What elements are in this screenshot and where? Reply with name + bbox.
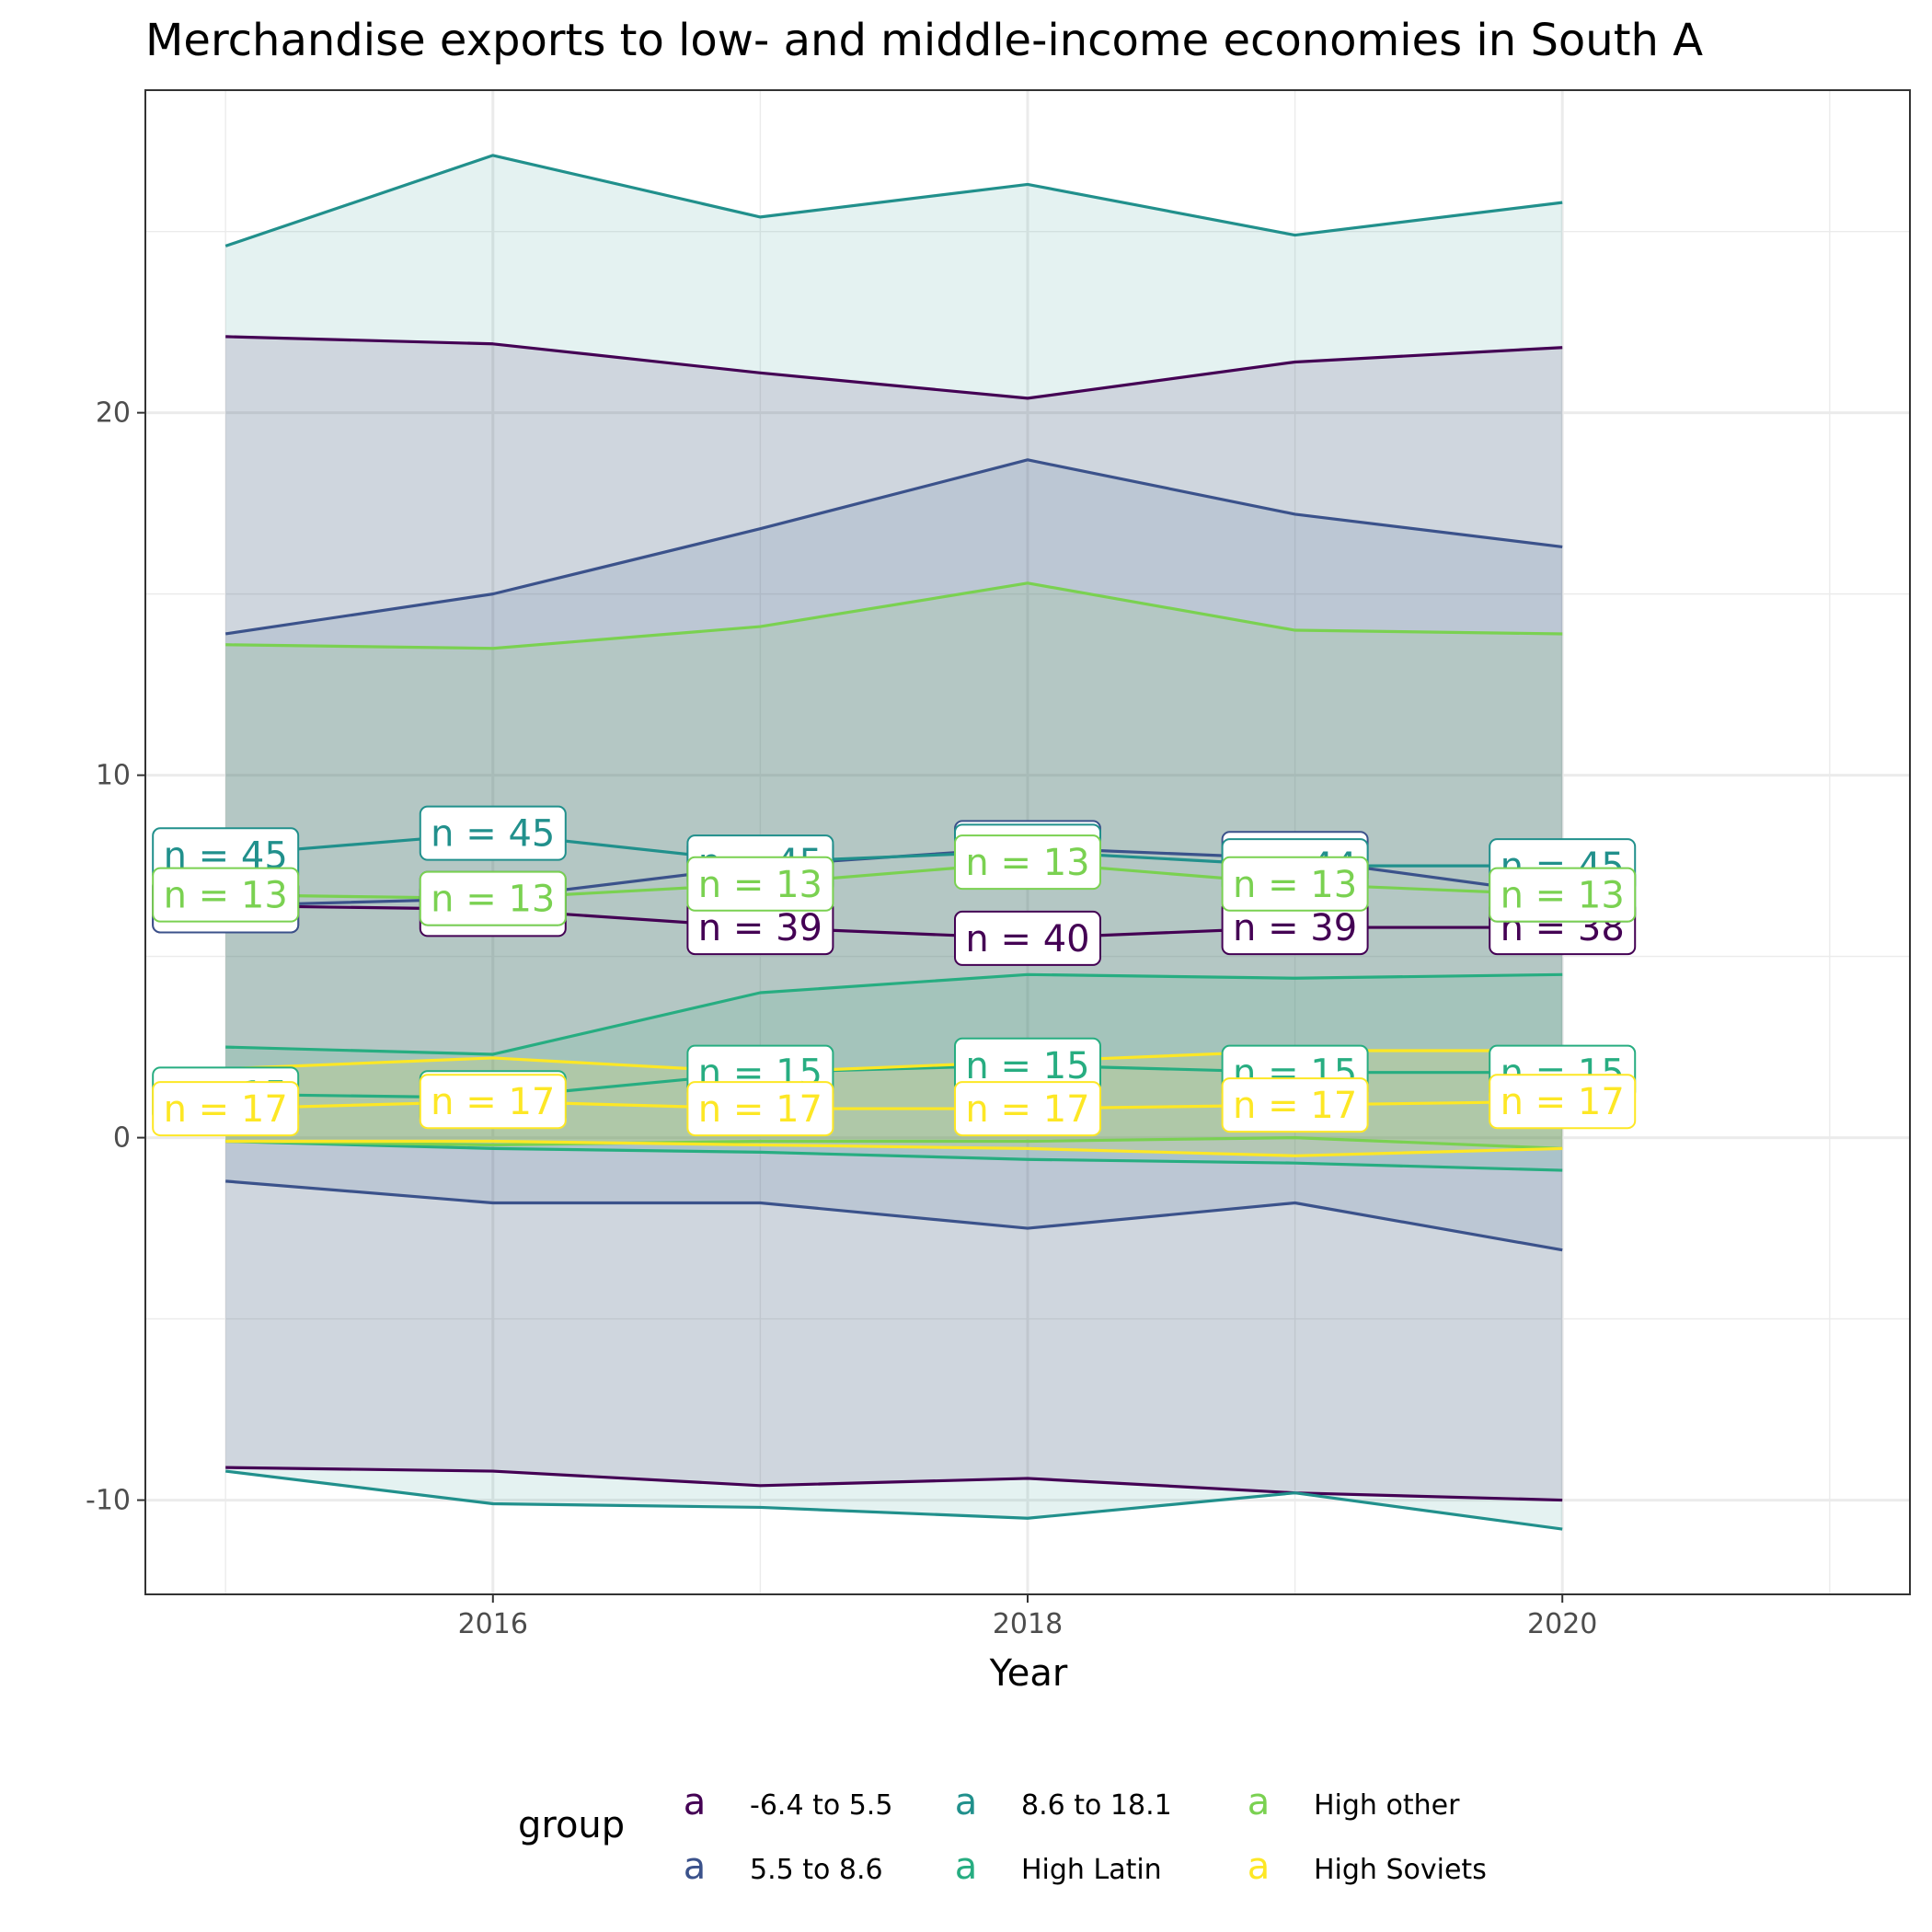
data-label-box bbox=[419, 805, 567, 861]
data-label: n = 13 bbox=[1221, 856, 1369, 912]
line-upper-series-3 bbox=[224, 154, 1563, 247]
data-label-box bbox=[1489, 1074, 1637, 1130]
data-label-text: n = 17 bbox=[431, 1081, 555, 1123]
ribbon-series-5 bbox=[225, 582, 1563, 1149]
data-label-text: n = 13 bbox=[1233, 864, 1357, 906]
data-label-text: n = 39 bbox=[1233, 907, 1357, 949]
x-tick-label: 2016 bbox=[458, 1608, 528, 1640]
legend-key: a bbox=[955, 1781, 978, 1823]
data-label-text: n = 17 bbox=[1233, 1085, 1357, 1127]
data-label-box bbox=[1221, 1077, 1369, 1133]
legend-label: -6.4 to 5.5 bbox=[750, 1789, 892, 1822]
data-label: n = 15 bbox=[954, 1037, 1101, 1093]
legend-item: a High other bbox=[1248, 1781, 1460, 1823]
data-label-box bbox=[419, 870, 567, 926]
data-label-text: n = 45 bbox=[431, 813, 555, 856]
data-label: n = 45 bbox=[419, 805, 567, 861]
legend-item: a -6.4 to 5.5 bbox=[684, 1781, 893, 1823]
data-label-text: n = 17 bbox=[698, 1088, 822, 1131]
data-label: n = 13 bbox=[686, 856, 834, 912]
data-label-box bbox=[954, 1081, 1101, 1137]
data-label: n = 17 bbox=[152, 1081, 300, 1137]
line-lower-series-6 bbox=[225, 1139, 1563, 1157]
data-label-text: n = 13 bbox=[698, 864, 822, 906]
data-label-box bbox=[152, 1081, 300, 1137]
x-tick-label: 2020 bbox=[1527, 1608, 1597, 1640]
line-upper-series-4 bbox=[225, 972, 1563, 1056]
legend-label: High Soviets bbox=[1314, 1854, 1487, 1886]
line-lower-series-1 bbox=[225, 1466, 1563, 1502]
data-label: n = 17 bbox=[1489, 1074, 1637, 1130]
data-label: n = 17 bbox=[1221, 1077, 1369, 1133]
data-label-text: n = 40 bbox=[965, 918, 1089, 960]
legend-label: High Latin bbox=[1021, 1854, 1162, 1886]
data-label-text: n = 17 bbox=[1501, 1081, 1625, 1123]
data-label: n = 17 bbox=[419, 1074, 567, 1130]
line-lower-series-3 bbox=[224, 1469, 1563, 1531]
chart-title: Merchandise exports to low- and middle-i… bbox=[145, 15, 1703, 66]
data-label-text: n = 15 bbox=[965, 1045, 1089, 1087]
legend-label: High other bbox=[1314, 1789, 1460, 1822]
legend-label: 8.6 to 18.1 bbox=[1021, 1789, 1172, 1822]
legend-key: a bbox=[1248, 1846, 1271, 1888]
legend-title: group bbox=[518, 1804, 625, 1846]
legend-key: a bbox=[684, 1846, 707, 1888]
data-label-box bbox=[152, 867, 300, 923]
data-label-text: n = 13 bbox=[965, 842, 1089, 884]
legend-key: a bbox=[955, 1846, 978, 1888]
data-label-box bbox=[686, 1081, 834, 1137]
ribbon-series-3 bbox=[225, 155, 1563, 1530]
legend-key: a bbox=[684, 1781, 707, 1823]
legend-item: a High Soviets bbox=[1248, 1846, 1487, 1888]
data-label-text: n = 17 bbox=[965, 1088, 1089, 1131]
data-label: n = 13 bbox=[954, 834, 1101, 891]
legend-item: a 5.5 to 8.6 bbox=[684, 1846, 883, 1888]
line-lower-series-4 bbox=[225, 1139, 1563, 1172]
x-axis-title: Year bbox=[989, 1652, 1068, 1695]
data-label: n = 13 bbox=[152, 867, 300, 923]
data-label: n = 39 bbox=[1221, 900, 1369, 956]
axes: 2016 2018 2020 -10 0 10 20 bbox=[86, 89, 1911, 1640]
y-tick-label: -10 bbox=[86, 1485, 131, 1517]
data-label-box bbox=[1221, 856, 1369, 912]
legend-key: a bbox=[1248, 1781, 1271, 1823]
legend-item: a High Latin bbox=[955, 1846, 1162, 1888]
data-label-box bbox=[1489, 867, 1637, 923]
data-label-box bbox=[686, 856, 834, 912]
line-upper-series-2 bbox=[224, 458, 1563, 636]
x-tick-label: 2018 bbox=[993, 1608, 1063, 1640]
data-label-box bbox=[419, 1074, 567, 1130]
data-label-text: n = 39 bbox=[698, 907, 822, 949]
y-tick-label: 10 bbox=[96, 760, 131, 792]
line-lower-series-2 bbox=[225, 1179, 1563, 1252]
plot-panel: n = 39n = 39n = 39n = 40n = 39n = 38n = … bbox=[145, 90, 1910, 1594]
legend-item: a 8.6 to 18.1 bbox=[955, 1781, 1172, 1823]
y-tick-label: 20 bbox=[96, 397, 131, 430]
y-tick-label: 0 bbox=[113, 1122, 131, 1155]
data-label-box bbox=[954, 834, 1101, 891]
legend-label: 5.5 to 8.6 bbox=[750, 1854, 883, 1886]
data-label-text: n = 13 bbox=[1501, 875, 1625, 917]
line-upper-series-5 bbox=[225, 581, 1563, 650]
data-label-box bbox=[954, 910, 1101, 966]
data-label: n = 13 bbox=[1489, 867, 1637, 923]
data-label-text: n = 13 bbox=[431, 879, 555, 921]
data-label-text: n = 13 bbox=[164, 875, 288, 917]
data-label: n = 13 bbox=[419, 870, 567, 926]
data-label-text: n = 17 bbox=[164, 1088, 288, 1131]
legend: group a -6.4 to 5.5 a 5.5 to 8.6 a 8.6 to 18.1… bbox=[518, 1781, 1487, 1888]
line-lower-series-5 bbox=[225, 1135, 1563, 1151]
data-label: n = 17 bbox=[686, 1081, 834, 1137]
data-label: n = 40 bbox=[954, 910, 1101, 966]
data-label: n = 17 bbox=[954, 1081, 1101, 1137]
line-upper-series-1 bbox=[225, 335, 1563, 400]
